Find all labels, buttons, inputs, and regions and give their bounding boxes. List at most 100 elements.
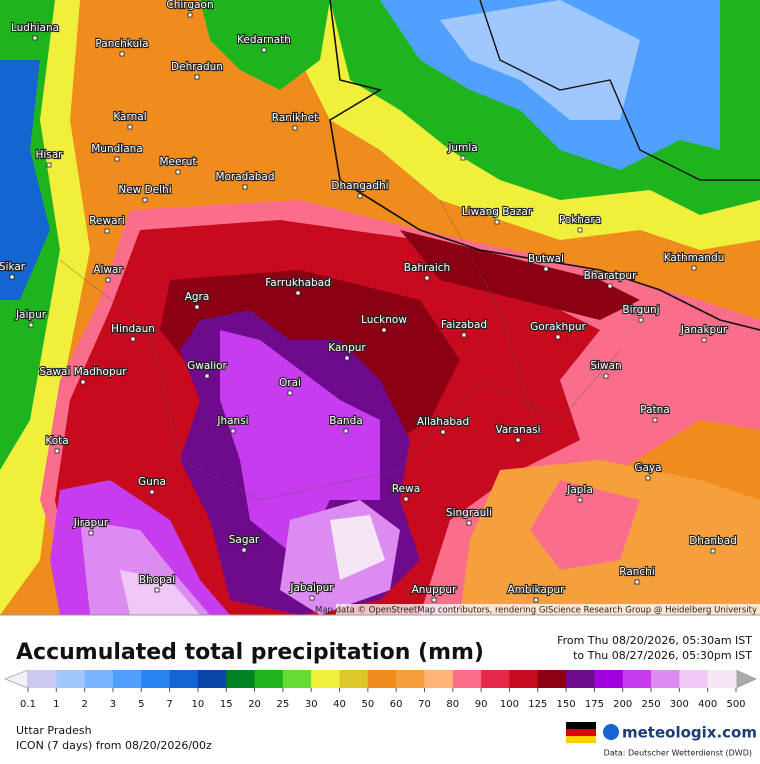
city-label: Agra (185, 291, 210, 303)
legend-swatch (112, 670, 142, 688)
date-from: From Thu 08/20/2026, 05:30am IST (557, 634, 752, 647)
city-marker (204, 373, 210, 379)
city-marker (149, 489, 155, 495)
city-label: Hindaun (111, 323, 155, 335)
city-marker (403, 496, 409, 502)
city-marker (543, 266, 549, 272)
date-to: to Thu 08/27/2026, 05:30pm IST (573, 649, 752, 662)
city-marker (343, 428, 349, 434)
legend-label: 70 (418, 699, 431, 710)
city-label: Faizabad (441, 319, 487, 331)
city-marker (292, 125, 298, 131)
city-marker (638, 317, 644, 323)
city-marker (381, 327, 387, 333)
city-label: New Delhi (118, 184, 171, 196)
city-label: Patna (640, 404, 670, 416)
legend-swatch (594, 670, 624, 688)
legend-label: 50 (361, 699, 374, 710)
city-label: Lucknow (361, 314, 407, 326)
city-marker (32, 35, 38, 41)
legend-label: 25 (277, 699, 290, 710)
city-marker (603, 373, 609, 379)
city-label: Ranchi (619, 566, 655, 578)
legend-label: 2 (81, 699, 87, 710)
legend-label: 60 (390, 699, 403, 710)
legend-swatch (537, 670, 567, 688)
city-label: Butwal (528, 253, 564, 265)
city-marker (127, 124, 133, 130)
legend-label: 200 (613, 699, 632, 710)
city-marker (431, 597, 437, 603)
legend-swatch (622, 670, 652, 688)
city-label: Kanpur (328, 342, 366, 354)
city-label: Dehradun (171, 61, 223, 73)
city-marker (9, 274, 15, 280)
legend-label: 400 (698, 699, 717, 710)
city-label: Ambikapur (508, 584, 566, 596)
legend-swatch (169, 670, 199, 688)
color-legend: 0.1 1 2 3 5 7 10 15 20 25 30 40 50 60 70 80 90 100 125 150 1… (4, 669, 757, 710)
legend-swatch (311, 670, 341, 688)
legend-swatch (509, 670, 539, 688)
title: Accumulated total precipitation (mm) (16, 640, 484, 665)
city-marker (104, 228, 110, 234)
legend-swatch (56, 670, 86, 688)
city-marker (242, 184, 248, 190)
city-marker (54, 448, 60, 454)
city-label: Jumla (447, 142, 477, 154)
city-label: Rewa (392, 483, 420, 495)
legend-label: 15 (220, 699, 233, 710)
legend-label: 100 (500, 699, 519, 710)
city-label: Guna (138, 476, 166, 488)
legend-label: 90 (475, 699, 488, 710)
city-marker (194, 304, 200, 310)
city-label: Hisar (35, 149, 63, 161)
city-marker (309, 595, 315, 601)
city-label: Janakpur (680, 324, 728, 336)
city-label: Japla (566, 484, 593, 496)
city-marker (645, 475, 651, 481)
city-label: Bharatpur (584, 270, 637, 282)
city-marker (466, 520, 472, 526)
city-marker (241, 547, 247, 553)
city-marker (142, 197, 148, 203)
legend-label: 20 (248, 699, 261, 710)
city-marker (88, 530, 94, 536)
legend-arrow-high (735, 669, 757, 689)
brand: meteologix.com (622, 724, 757, 742)
city-label: Karnal (113, 111, 146, 123)
city-label: Gaya (634, 462, 661, 474)
city-marker (461, 332, 467, 338)
city-marker (28, 322, 34, 328)
legend-label: 150 (557, 699, 576, 710)
city-label: Sagar (229, 534, 260, 546)
city-label: Sawai Madhopur (39, 366, 127, 378)
legend-label: 300 (670, 699, 689, 710)
city-label: Chirgaon (166, 0, 213, 11)
city-marker (130, 336, 136, 342)
legend-label: 125 (528, 699, 547, 710)
city-marker (175, 169, 181, 175)
map: Map data © OpenStreetMap contributors, r… (0, 0, 760, 616)
city-label: Allahabad (417, 416, 469, 428)
city-marker (80, 379, 86, 385)
legend-label: 40 (333, 699, 346, 710)
legend-swatch (481, 670, 510, 688)
city-label: Pokhara (559, 214, 601, 226)
legend-label: 500 (726, 699, 745, 710)
city-label: Bhopal (139, 574, 175, 586)
city-label: Rewari (89, 215, 125, 227)
city-label: Jaipur (15, 309, 47, 321)
city-marker (105, 277, 111, 283)
city-marker (424, 275, 430, 281)
city-label: Varanasi (495, 424, 540, 436)
legend-swatch (282, 670, 312, 688)
city-label: Birgunj (622, 304, 659, 316)
city-marker (555, 334, 561, 340)
city-label: Jirapur (73, 517, 109, 529)
city-label: Mundlana (91, 143, 142, 155)
city-label: Singrauli (446, 507, 492, 519)
data-source: Data: Deutscher Wetterdienst (DWD) (604, 749, 752, 758)
